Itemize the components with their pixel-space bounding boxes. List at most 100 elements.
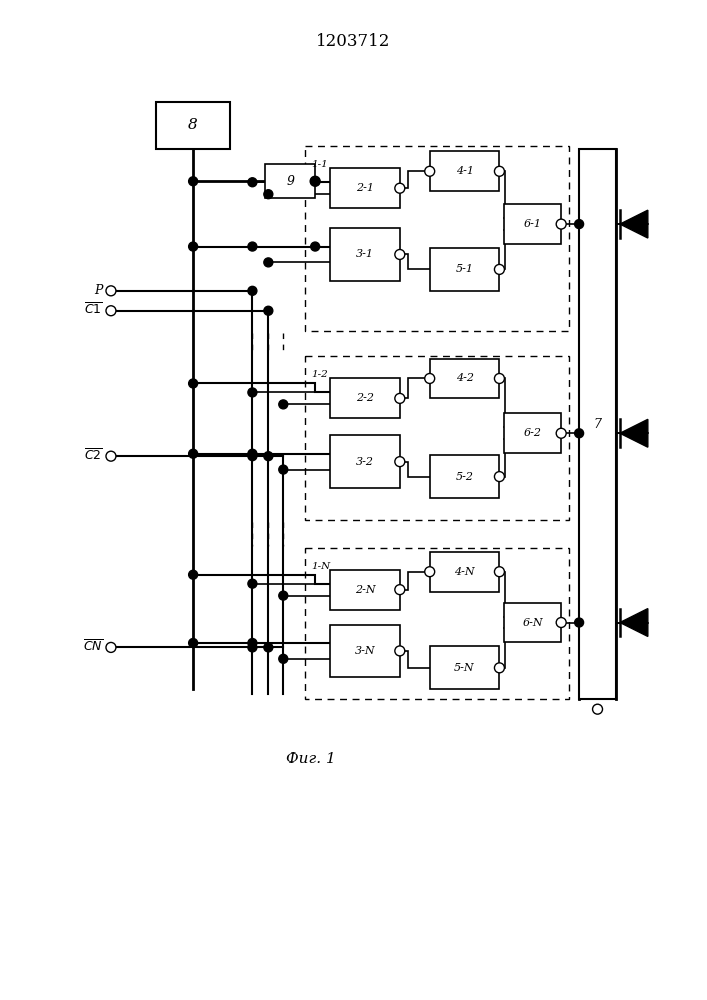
Polygon shape: [620, 419, 648, 447]
Circle shape: [248, 452, 257, 461]
Bar: [504, 204, 561, 244]
Text: 1-2: 1-2: [311, 370, 328, 379]
Circle shape: [310, 242, 320, 251]
Text: 5-2: 5-2: [455, 472, 474, 482]
Bar: [430, 359, 499, 398]
Bar: [579, 149, 616, 699]
Text: 3-1: 3-1: [356, 249, 374, 259]
Circle shape: [189, 570, 198, 579]
Circle shape: [106, 306, 116, 316]
Text: 5-1: 5-1: [455, 264, 474, 274]
Bar: [430, 646, 499, 689]
Polygon shape: [620, 210, 648, 238]
Circle shape: [248, 286, 257, 295]
Circle shape: [592, 704, 602, 714]
Text: 8: 8: [188, 118, 198, 132]
Circle shape: [494, 373, 504, 383]
Circle shape: [494, 166, 504, 176]
Bar: [305, 356, 569, 520]
Bar: [330, 570, 400, 610]
Circle shape: [395, 393, 405, 403]
Circle shape: [248, 388, 257, 397]
Text: 2-1: 2-1: [356, 183, 374, 193]
Circle shape: [264, 643, 273, 652]
Circle shape: [310, 176, 320, 186]
Circle shape: [248, 643, 257, 652]
Bar: [430, 248, 499, 291]
Circle shape: [106, 451, 116, 461]
Bar: [330, 378, 400, 418]
Circle shape: [264, 452, 273, 461]
Circle shape: [395, 457, 405, 467]
Text: $\overline{C2}$: $\overline{C2}$: [84, 447, 103, 463]
Circle shape: [395, 249, 405, 259]
Bar: [504, 603, 561, 642]
Circle shape: [189, 449, 198, 458]
Text: Фиг. 1: Фиг. 1: [286, 752, 336, 766]
Text: 6-1: 6-1: [524, 219, 542, 229]
Circle shape: [575, 220, 583, 229]
Circle shape: [279, 400, 288, 409]
Circle shape: [395, 646, 405, 656]
Bar: [330, 435, 400, 488]
Circle shape: [189, 177, 198, 186]
Bar: [430, 455, 499, 498]
Polygon shape: [620, 609, 648, 636]
Circle shape: [395, 585, 405, 595]
Text: P: P: [95, 284, 103, 297]
Circle shape: [189, 242, 198, 251]
Text: 6-N: 6-N: [522, 618, 543, 628]
Circle shape: [395, 183, 405, 193]
Text: 2-2: 2-2: [356, 393, 374, 403]
Text: 4-2: 4-2: [455, 373, 474, 383]
Circle shape: [264, 258, 273, 267]
Text: 5-N: 5-N: [455, 663, 475, 673]
Circle shape: [494, 472, 504, 482]
Circle shape: [248, 242, 257, 251]
Circle shape: [189, 639, 198, 647]
Text: 1-N: 1-N: [311, 562, 330, 571]
Circle shape: [279, 654, 288, 663]
Text: 2-N: 2-N: [355, 585, 375, 595]
Text: 4-1: 4-1: [455, 166, 474, 176]
Circle shape: [494, 567, 504, 577]
Circle shape: [556, 618, 566, 627]
Text: 1-1: 1-1: [311, 160, 328, 169]
Text: 6-2: 6-2: [524, 428, 542, 438]
Circle shape: [425, 567, 435, 577]
Circle shape: [264, 306, 273, 315]
Circle shape: [248, 178, 257, 187]
Circle shape: [106, 286, 116, 296]
Circle shape: [494, 663, 504, 673]
Circle shape: [575, 618, 583, 627]
Circle shape: [248, 579, 257, 588]
Bar: [305, 146, 569, 331]
Bar: [265, 164, 315, 198]
Text: 3-N: 3-N: [355, 646, 375, 656]
Circle shape: [425, 166, 435, 176]
Text: $\overline{C1}$: $\overline{C1}$: [84, 302, 103, 317]
Circle shape: [248, 449, 257, 458]
Text: 4-N: 4-N: [455, 567, 475, 577]
Circle shape: [425, 373, 435, 383]
Circle shape: [106, 642, 116, 652]
Circle shape: [264, 190, 273, 199]
Text: 9: 9: [286, 175, 294, 188]
Circle shape: [556, 219, 566, 229]
Text: 3-2: 3-2: [356, 457, 374, 467]
Bar: [330, 625, 400, 677]
Text: 7: 7: [594, 418, 602, 431]
Bar: [430, 552, 499, 592]
Bar: [156, 102, 230, 149]
Circle shape: [556, 428, 566, 438]
Circle shape: [189, 379, 198, 388]
Bar: [430, 151, 499, 191]
Circle shape: [279, 465, 288, 474]
Text: $\overline{CN}$: $\overline{CN}$: [83, 639, 103, 654]
Bar: [330, 228, 400, 281]
Circle shape: [575, 429, 583, 438]
Circle shape: [279, 591, 288, 600]
Circle shape: [248, 639, 257, 647]
Circle shape: [310, 177, 320, 186]
Circle shape: [494, 264, 504, 274]
